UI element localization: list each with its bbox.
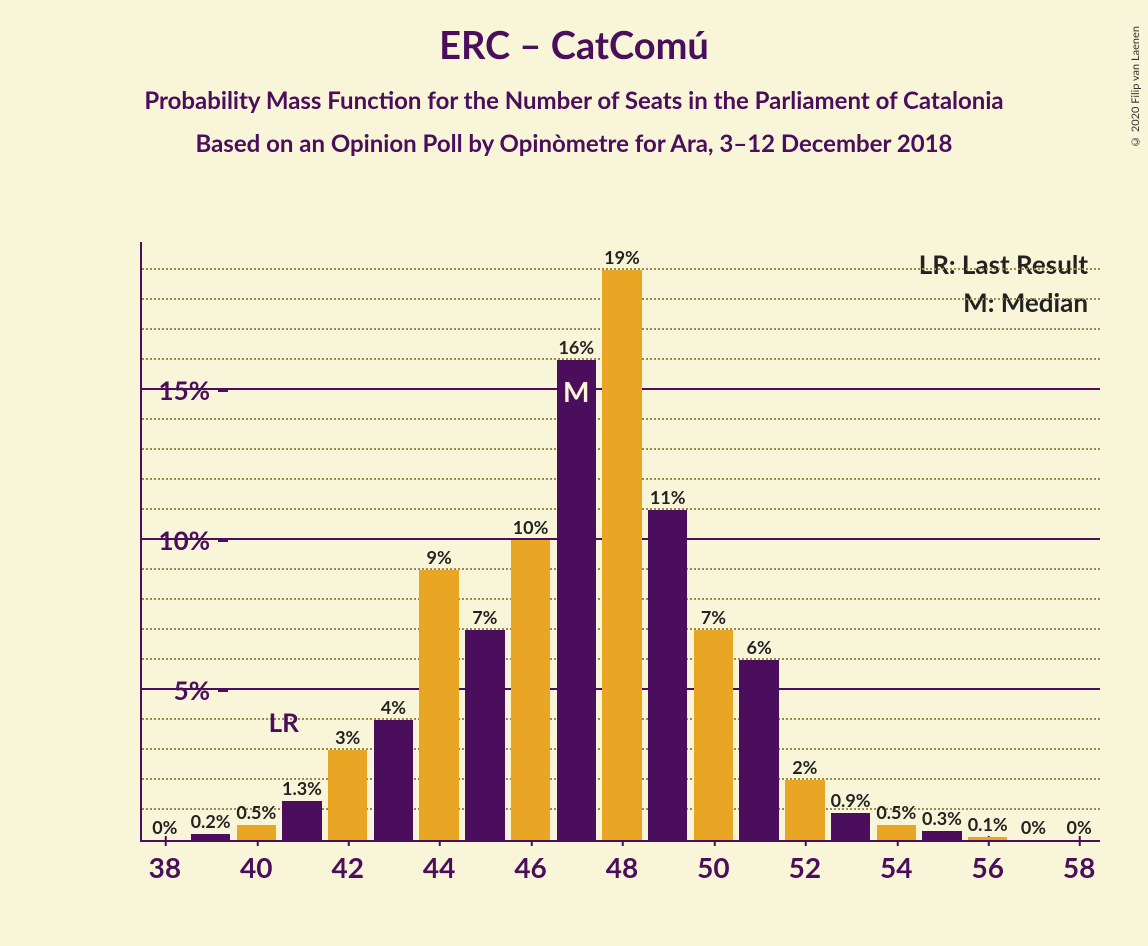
bar: 1.3% [282,801,321,840]
bar-value-label: 19% [604,246,640,268]
bar: 16%M [557,360,596,840]
bar-value-label: 1.3% [282,777,322,799]
bar: 0.5% [237,825,276,840]
bar: 10% [511,540,550,840]
bar: 0.1% [968,837,1007,840]
legend-item: LR: Last Result [919,248,1088,280]
x-axis-tick-label: 50 [697,850,729,884]
x-axis-tick-label: 46 [514,850,546,884]
chart-annotation: LR [269,706,299,738]
bar-value-label: 4% [381,696,406,718]
bar-annotation: M [563,374,589,408]
chart-area: LR: Last Result M: Median 5% 10% 15% 38 40 42 4… [60,242,1110,922]
legend: LR: Last Result M: Median [919,248,1088,324]
x-axis-tick-label: 58 [1063,850,1095,884]
y-axis-tick-label: 15% [159,374,210,406]
bar: 2% [785,780,824,840]
y-axis-tick-label: 5% [174,674,210,706]
x-axis-tick-label: 42 [331,850,363,884]
bar-value-label: 7% [701,606,726,628]
legend-item: M: Median [919,286,1088,318]
chart-subtitle-2: Based on an Opinion Poll by Opinòmetre f… [0,129,1148,158]
y-axis-tick-label: 10% [159,524,210,556]
bar: 11% [648,510,687,840]
bar: 7% [465,630,504,840]
x-axis-tick-label: 44 [423,850,455,884]
copyright-text: © 2020 Filip van Laenen [1129,26,1142,148]
bar-value-label: 0.5% [236,801,276,823]
bar: 19% [602,270,641,840]
bar-value-label: 0.3% [922,807,962,829]
bar-value-label: 0.9% [831,789,871,811]
bar-value-label: 0% [1067,816,1092,838]
x-axis-tick-label: 40 [240,850,272,884]
chart-subtitle-1: Probability Mass Function for the Number… [0,86,1148,115]
bar-value-label: 11% [650,486,686,508]
x-axis-tick-label: 56 [971,850,1003,884]
bar: 3% [328,750,367,840]
x-axis-tick-label: 38 [149,850,181,884]
bar: 4% [374,720,413,840]
x-axis-tick-label: 54 [880,850,912,884]
bar-value-label: 0.2% [191,810,231,832]
bar: 0.2% [191,834,230,840]
chart-title: ERC – CatComú [0,22,1148,68]
bar-value-label: 3% [335,726,360,748]
bar-value-label: 7% [472,606,497,628]
bar: 7% [694,630,733,840]
bar-value-label: 6% [747,636,772,658]
bar: 0.3% [922,831,961,840]
bar: 6% [739,660,778,840]
bar-value-label: 9% [427,546,452,568]
bar-value-label: 10% [513,516,549,538]
bar: 9% [419,570,458,840]
bar-value-label: 16% [558,336,594,358]
bar: 0.5% [877,825,916,840]
bar-value-label: 0% [152,816,177,838]
plot-region: LR: Last ResultM: Median 5%10%15%3840424… [140,242,1100,842]
bar: 0.9% [831,813,870,840]
x-axis-tick-label: 52 [789,850,821,884]
bar-value-label: 0.5% [876,801,916,823]
bar-value-label: 0.1% [968,813,1008,835]
bar-value-label: 0% [1021,816,1046,838]
x-axis-tick-label: 48 [606,850,638,884]
bar-value-label: 2% [792,756,817,778]
